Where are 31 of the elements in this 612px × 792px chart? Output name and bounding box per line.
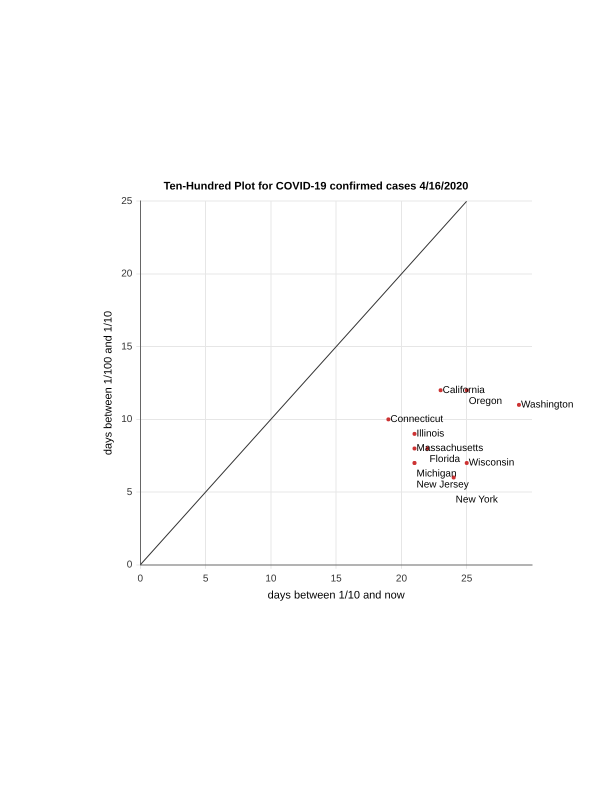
y-axis-title: days between 1/100 and 1/10 <box>102 310 115 456</box>
point <box>412 432 416 436</box>
x-tick-label: 5 <box>202 574 209 585</box>
annotation: Florida <box>430 454 461 466</box>
y-tick-label: 10 <box>121 414 133 426</box>
annotation: New Jersey <box>416 480 469 491</box>
y-tick-label: 15 <box>121 341 133 352</box>
annotation: Wisconsin <box>468 458 514 469</box>
point <box>386 417 390 422</box>
y-tick-label: 20 <box>121 268 133 280</box>
annotation: California <box>442 385 486 396</box>
x-tick-label: 25 <box>461 574 473 585</box>
y-tick-label: 5 <box>126 486 133 498</box>
x-tick-label: 20 <box>396 574 408 585</box>
x-tick-label: 0 <box>138 574 144 585</box>
annotation: New York <box>456 494 499 506</box>
annotation: Washington <box>520 400 574 411</box>
annotation: Connecticut <box>390 414 444 426</box>
point <box>438 388 443 392</box>
annotation: Illinois <box>416 428 444 440</box>
x-axis-title: days between 1/10 and now <box>268 589 405 602</box>
point <box>516 402 521 407</box>
point <box>412 446 416 450</box>
annotation: Michigan <box>416 468 457 480</box>
annotation: Oregon <box>468 396 502 408</box>
annotation: Massachusetts <box>416 443 484 454</box>
chart-title: Ten-Hundred Plot for COVID-19 confirmed cases 4/16/2020 <box>164 180 468 193</box>
y-tick-label: 25 <box>121 196 133 207</box>
y-tick-label: 0 <box>126 560 133 571</box>
x-tick-label: 10 <box>265 574 277 585</box>
x-tick-label: 15 <box>330 574 342 585</box>
